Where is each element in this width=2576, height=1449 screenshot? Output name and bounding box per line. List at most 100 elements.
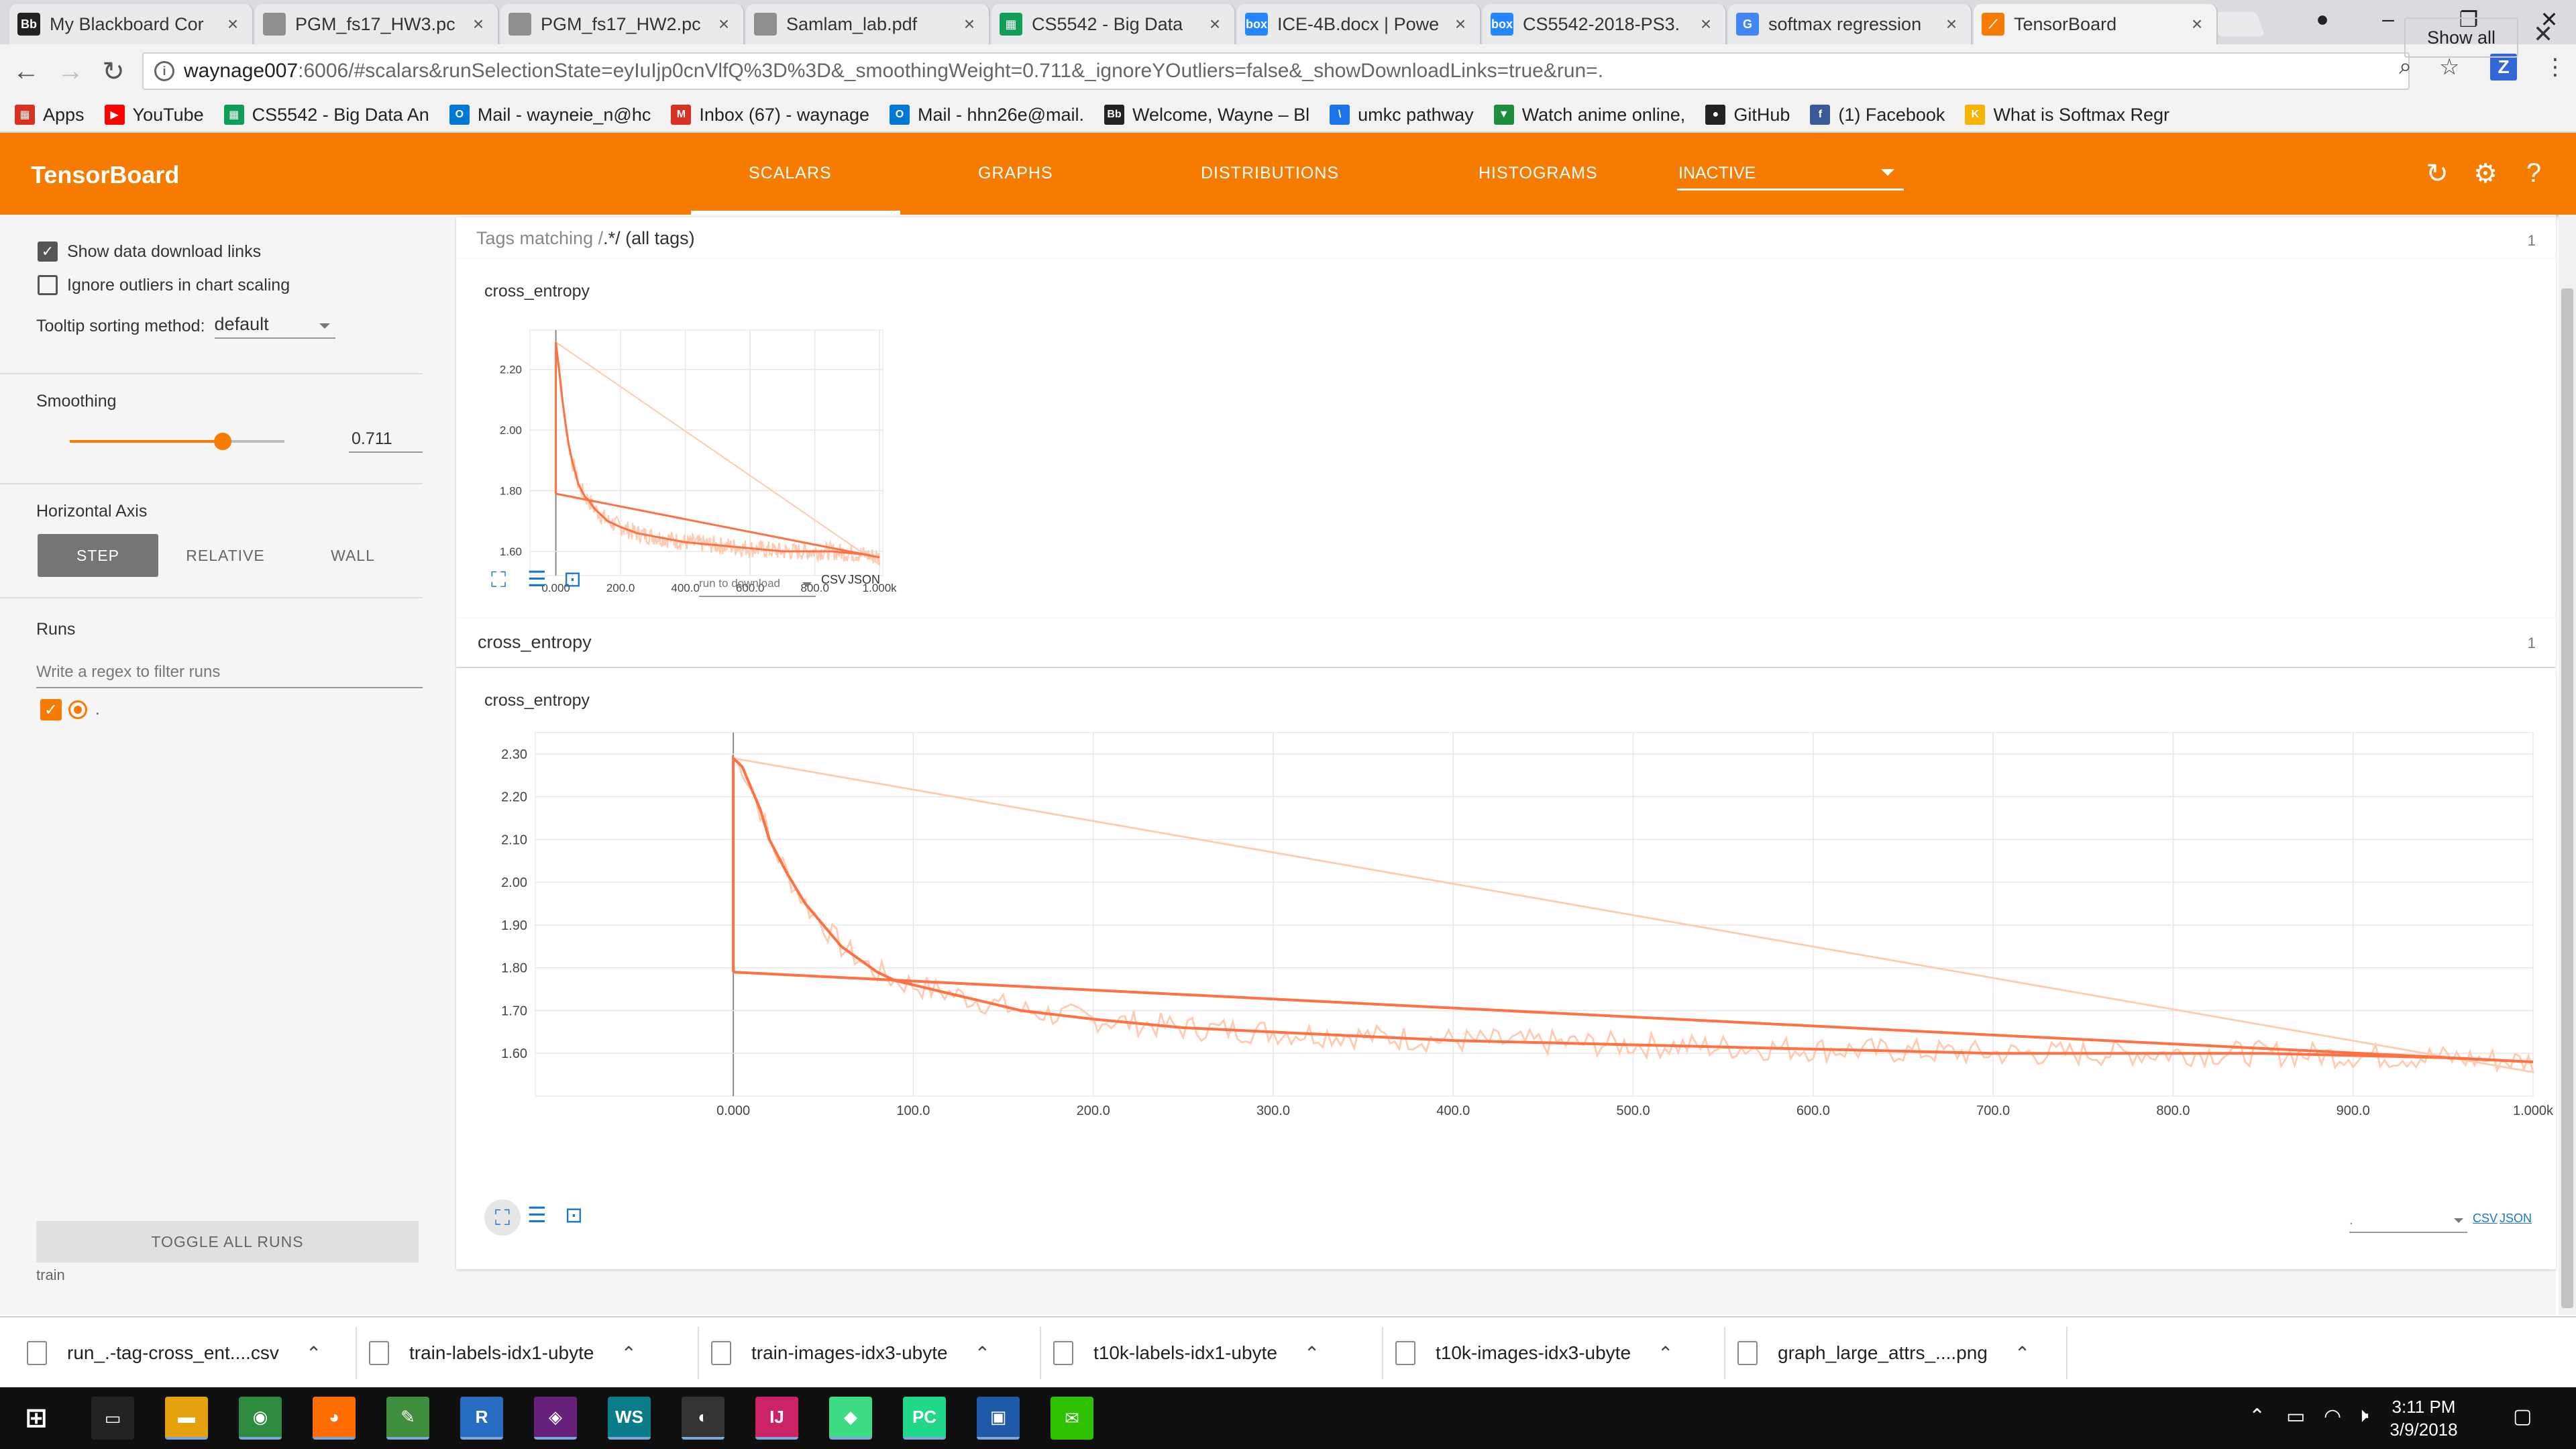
large-chart[interactable]: 0.000 100.0 200.0 300.0 400.0 500.0 600.0 700.0… — [456, 668, 2556, 1269]
tab-close-icon[interactable]: × — [963, 13, 975, 34]
toggle-all-runs-button[interactable]: TOGGLE ALL RUNS — [36, 1221, 419, 1263]
tab-close-icon[interactable]: × — [1209, 13, 1221, 34]
close-shelf-icon[interactable]: ✕ — [2533, 20, 2554, 48]
browser-tab[interactable]: Bb My Blackboard Cor × — [9, 4, 254, 44]
taskbar-app-icon[interactable]: ✎ — [386, 1397, 429, 1440]
gear-icon[interactable]: ⚙ — [2473, 159, 2498, 189]
smoothing-slider-thumb[interactable] — [213, 433, 231, 450]
taskbar-app-icon[interactable]: ◆ — [829, 1397, 872, 1440]
tab-close-icon[interactable]: × — [227, 13, 239, 34]
bookmark-item[interactable]: ▦ CS5542 - Big Data An — [223, 105, 429, 125]
taskbar-app-icon[interactable]: ◕ — [313, 1397, 356, 1440]
bookmark-item[interactable]: M Inbox (67) - waynage — [671, 105, 869, 125]
minimize-button[interactable]: – — [2382, 7, 2394, 31]
json-link[interactable]: JSON — [2500, 1212, 2532, 1225]
profile-icon[interactable]: ● — [2316, 7, 2329, 31]
browser-tab[interactable]: Samlam_lab.pdf × — [746, 4, 990, 44]
browser-tab[interactable]: box ICE-4B.docx | Powe × — [1237, 4, 1481, 44]
bookmark-item[interactable]: K What is Softmax Regr — [1965, 105, 2169, 125]
bookmark-item[interactable]: ▦ Apps — [15, 105, 85, 125]
chevron-up-icon[interactable]: ⌃ — [305, 1342, 322, 1364]
tab-close-icon[interactable]: × — [472, 13, 484, 34]
axis-step-button[interactable]: STEP — [38, 534, 158, 577]
run-to-download-select[interactable]: run to download — [699, 577, 816, 597]
windows-start-icon[interactable]: ⊞ — [25, 1403, 48, 1433]
taskbar-app-icon[interactable]: ◐ — [682, 1397, 724, 1440]
system-clock[interactable]: 3:11 PM 3/9/2018 — [2373, 1395, 2474, 1441]
battery-icon[interactable]: ▭ — [2286, 1405, 2306, 1428]
run-radio-icon[interactable] — [68, 700, 87, 719]
taskbar-app-icon[interactable]: ▣ — [977, 1397, 1020, 1440]
tab-close-icon[interactable]: × — [1454, 13, 1466, 34]
refresh-icon[interactable]: ↻ — [2426, 159, 2449, 189]
bookmark-item[interactable]: ● GitHub — [1705, 105, 1790, 125]
show-all-downloads-button[interactable]: Show all — [2404, 17, 2518, 58]
help-icon[interactable]: ? — [2526, 158, 2542, 188]
expand-icon[interactable]: ⛶ — [484, 1199, 521, 1236]
address-bar[interactable]: i waynage007 :6006/#scalars&runSelection… — [142, 52, 2410, 90]
browser-tab[interactable]: ⟋ TensorBoard × — [1974, 4, 2218, 44]
tab-histograms[interactable]: HISTOGRAMS — [1479, 164, 1598, 182]
scrollbar-thumb[interactable] — [2561, 288, 2573, 1308]
chrome-menu-icon[interactable]: ⋮ — [2544, 54, 2567, 80]
tag-filter-input[interactable]: Tags matching /.*/ (all tags) — [476, 228, 695, 249]
wifi-icon[interactable]: ◠ — [2324, 1405, 2342, 1428]
axis-relative-button[interactable]: RELATIVE — [186, 546, 265, 564]
tab-close-icon[interactable]: × — [1700, 13, 1712, 34]
run-item[interactable]: ✓ . — [40, 699, 100, 720]
browser-tab[interactable]: PGM_fs17_HW3.pc × — [255, 4, 499, 44]
runs-filter-input[interactable]: Write a regex to filter runs — [36, 657, 423, 688]
bookmark-item[interactable]: f (1) Facebook — [1810, 105, 1945, 125]
json-link[interactable]: JSON — [848, 573, 881, 586]
restore-button[interactable]: ❐ — [2459, 7, 2479, 32]
taskbar-app-icon[interactable]: ▭ — [91, 1397, 134, 1440]
close-window-button[interactable]: ✕ — [2540, 7, 2559, 32]
volume-mute-icon[interactable]: 🕨 — [2356, 1405, 2369, 1427]
chevron-up-icon[interactable]: ⌃ — [2014, 1342, 2031, 1364]
zoom-icon[interactable]: ⌕ — [2399, 54, 2412, 79]
expand-icon[interactable]: ⛶ — [491, 568, 506, 592]
csv-link[interactable]: CSV — [2473, 1212, 2498, 1225]
back-arrow-icon[interactable]: ← — [13, 56, 40, 86]
taskbar-app-icon[interactable]: IJ — [755, 1397, 798, 1440]
extension-z-icon[interactable]: Z — [2490, 54, 2517, 80]
notifications-icon[interactable]: ▢ — [2513, 1405, 2532, 1428]
log-scale-icon[interactable]: ☰ — [527, 567, 547, 591]
chevron-up-icon[interactable]: ⌃ — [974, 1342, 991, 1364]
download-item[interactable]: train-images-idx3-ubyte ⌃ — [711, 1330, 990, 1377]
tab-close-icon[interactable]: × — [718, 13, 730, 34]
taskbar-app-icon[interactable]: ◉ — [239, 1397, 282, 1440]
taskbar-app-icon[interactable]: ✉ — [1051, 1397, 1093, 1440]
browser-tab[interactable]: ▦ CS5542 - Big Data × — [991, 4, 1236, 44]
bookmark-item[interactable]: Bb Welcome, Wayne – Bl — [1104, 105, 1309, 125]
browser-tab[interactable]: PGM_fs17_HW2.pc × — [500, 4, 745, 44]
bookmark-item[interactable]: ▼ Watch anime online, — [1493, 105, 1685, 125]
forward-arrow-icon[interactable]: → — [57, 56, 84, 86]
download-item[interactable]: t10k-images-idx3-ubyte ⌃ — [1395, 1330, 1674, 1377]
axis-wall-button[interactable]: WALL — [331, 546, 375, 564]
info-icon[interactable]: i — [154, 61, 174, 81]
inactive-dashboards-select[interactable]: INACTIVE — [1677, 158, 1904, 191]
small-chart[interactable]: 0.000 200.0 400.0 600.0 800.0 1.000k1.601.802… — [456, 259, 912, 619]
download-item[interactable]: train-labels-idx1-ubyte ⌃ — [369, 1330, 637, 1377]
run-to-download-select[interactable]: . — [2349, 1213, 2467, 1233]
download-item[interactable]: run_.-tag-cross_ent....csv ⌃ — [27, 1330, 321, 1377]
tooltip-sorting-select[interactable]: default — [214, 314, 335, 339]
chevron-up-icon[interactable]: ⌃ — [1658, 1342, 1674, 1364]
run-checkbox-icon[interactable]: ✓ — [40, 699, 62, 720]
bookmark-item[interactable]: O Mail - wayneie_n@hc — [449, 105, 651, 125]
tab-distributions[interactable]: DISTRIBUTIONS — [1201, 164, 1340, 182]
taskbar-app-icon[interactable]: PC — [903, 1397, 946, 1440]
taskbar-app-icon[interactable]: ◈ — [534, 1397, 577, 1440]
chevron-up-icon[interactable]: ⌃ — [1303, 1342, 1320, 1364]
taskbar-app-icon[interactable]: R — [460, 1397, 503, 1440]
fit-domain-icon[interactable]: ⊡ — [564, 567, 582, 591]
smoothing-value-input[interactable]: 0.711 — [349, 429, 423, 453]
log-scale-icon[interactable]: ☰ — [527, 1203, 547, 1227]
checkbox-unchecked-icon[interactable] — [38, 275, 58, 295]
chevron-up-icon[interactable]: ⌃ — [621, 1342, 637, 1364]
page-scrollbar[interactable] — [2559, 215, 2576, 1315]
smoothing-slider[interactable] — [70, 433, 284, 450]
tab-close-icon[interactable]: × — [2191, 13, 2203, 34]
